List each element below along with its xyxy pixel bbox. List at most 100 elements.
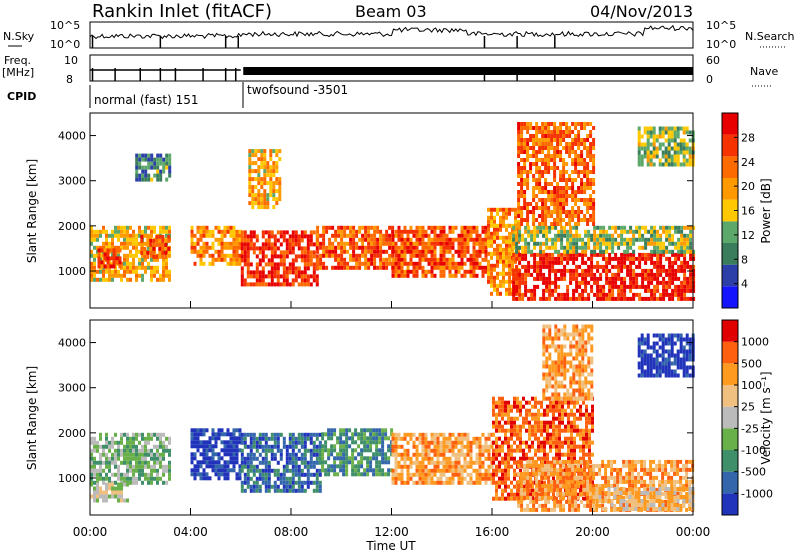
echo-cell (629, 296, 633, 301)
echo-cell (165, 448, 168, 453)
echo-cell (504, 480, 507, 485)
echo-cell (223, 229, 227, 234)
echo-cell (376, 237, 380, 242)
echo-cell (436, 444, 440, 449)
echo-cell (373, 257, 377, 262)
echo-cell (424, 476, 428, 481)
echo-cell (637, 162, 641, 167)
echo-cell (126, 225, 129, 230)
echo-cell (211, 464, 215, 469)
echo-cell (120, 452, 123, 457)
echo-cell (147, 472, 150, 477)
echo-cell (580, 126, 584, 130)
echo-cell (159, 464, 162, 469)
echo-cell (668, 292, 672, 297)
echo-cell (381, 472, 385, 477)
echo-cell (563, 296, 567, 301)
echo-cell (460, 229, 464, 234)
echo-cell (557, 252, 561, 257)
echo-cell (264, 444, 268, 449)
echo-cell (267, 282, 271, 287)
echo-cell (478, 464, 482, 469)
echo-cell (214, 436, 218, 441)
echo-cell (378, 448, 382, 453)
echo-cell (575, 264, 579, 269)
echo-cell (275, 161, 279, 166)
echo-cell (112, 248, 116, 253)
echo-cell (529, 202, 533, 206)
echo-cell (589, 202, 593, 206)
echo-cell (556, 222, 560, 226)
echo-cell (501, 404, 504, 409)
echo-cell (117, 486, 120, 491)
echo-cell (403, 436, 407, 441)
echo-cell (129, 464, 132, 469)
echo-cell (602, 252, 606, 257)
echo-cell (168, 161, 172, 166)
echo-cell (439, 432, 443, 437)
echo-cell (403, 273, 407, 278)
echo-cell (439, 233, 443, 238)
echo-cell (580, 142, 584, 146)
echo-cell (418, 480, 422, 485)
echo-cell (565, 186, 569, 190)
echo-cell (614, 264, 618, 269)
echo-cell (276, 440, 280, 445)
echo-cell (367, 225, 371, 230)
echo-cell (235, 261, 239, 266)
echo-cell (288, 234, 292, 239)
echo-cell (193, 456, 197, 461)
echo-cell (376, 253, 380, 258)
echo-cell (532, 154, 536, 158)
echo-cell (282, 266, 286, 271)
echo-cell (547, 150, 551, 154)
echo-cell (659, 280, 663, 285)
echo-cell (635, 264, 639, 269)
echo-cell (351, 432, 355, 437)
colorbar-tick-label: 28 (741, 131, 755, 144)
echo-cell (273, 270, 277, 275)
echo-cell (409, 241, 413, 246)
echo-cell (132, 245, 135, 250)
echo-cell (220, 464, 224, 469)
echo-cell (291, 456, 295, 461)
echo-cell (430, 261, 434, 266)
echo-cell (492, 408, 495, 413)
echo-cell (566, 241, 570, 246)
echo-cell (646, 158, 650, 163)
echo-cell (586, 174, 590, 178)
echo-cell (629, 252, 633, 257)
echo-cell (202, 476, 206, 481)
echo-cell (439, 253, 443, 258)
echo-cell (409, 249, 413, 254)
echo-cell (548, 288, 552, 293)
echo-cell (583, 174, 587, 178)
echo-cell (385, 249, 389, 254)
echo-cell (373, 265, 377, 270)
echo-cell (589, 198, 593, 202)
echo-cell (190, 452, 194, 457)
echo-cell (379, 233, 383, 238)
echo-cell (156, 452, 159, 457)
echo-cell (665, 288, 669, 293)
echo-cell (217, 468, 221, 473)
echo-cell (674, 284, 678, 289)
echo-cell (565, 198, 569, 202)
echo-cell (273, 262, 277, 267)
echo-cell (255, 274, 259, 279)
echo-cell (369, 444, 373, 449)
echo-cell (264, 488, 268, 493)
echo-cell (270, 242, 274, 247)
echo-cell (257, 169, 261, 174)
echo-cell (518, 256, 522, 261)
echo-cell (361, 249, 365, 254)
echo-cell (255, 480, 259, 485)
echo-cell (193, 464, 197, 469)
echo-cell (303, 274, 307, 279)
echo-cell (677, 268, 681, 273)
echo-cell (518, 252, 522, 257)
echo-cell (629, 284, 633, 289)
echo-cell (590, 260, 594, 265)
echo-cell (232, 452, 236, 457)
echo-cell (300, 460, 304, 465)
